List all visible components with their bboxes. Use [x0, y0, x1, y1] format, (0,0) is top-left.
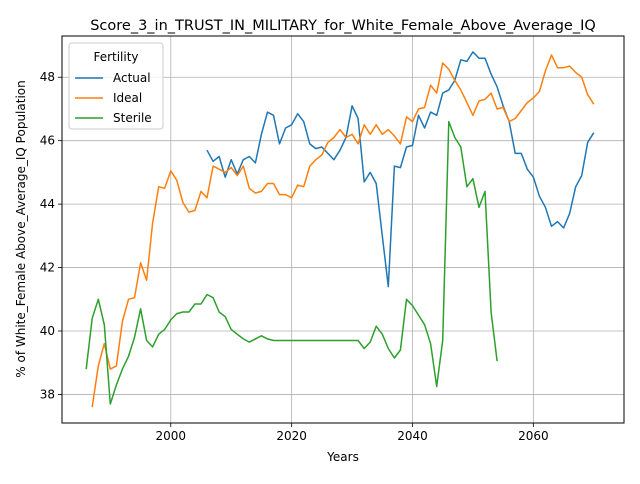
legend-label-actual: Actual [113, 71, 151, 85]
series-line-ideal [91, 54, 595, 408]
legend-label-ideal: Ideal [113, 91, 142, 105]
y-tick-label: 48 [40, 70, 55, 84]
legend-title: Fertility [93, 50, 138, 64]
y-tick-label: 38 [40, 387, 55, 401]
x-tick-label: 2060 [518, 429, 549, 443]
series-layer [85, 51, 595, 408]
chart-title: Score_3_in_TRUST_IN_MILITARY_for_White_F… [90, 18, 596, 34]
series-line-sterile [85, 120, 498, 405]
x-tick-label: 2020 [276, 429, 307, 443]
y-axis-label: % of White_Female Above_Average_IQ Popul… [14, 80, 28, 377]
y-tick-label: 42 [40, 261, 55, 275]
x-axis-label: Years [326, 450, 359, 464]
legend-box [68, 42, 164, 130]
ticks: 2000 2020 2040 2060 38 40 42 44 46 48 [40, 70, 549, 443]
legend-label-sterile: Sterile [113, 111, 152, 125]
series-line-actual [206, 51, 595, 288]
x-tick-label: 2000 [156, 429, 187, 443]
x-tick-label: 2040 [397, 429, 428, 443]
y-tick-label: 40 [40, 324, 55, 338]
y-tick-label: 46 [40, 134, 55, 148]
plot-frame [61, 35, 625, 424]
legend: Fertility Actual Ideal Sterile [68, 42, 164, 130]
y-tick-label: 44 [40, 197, 55, 211]
